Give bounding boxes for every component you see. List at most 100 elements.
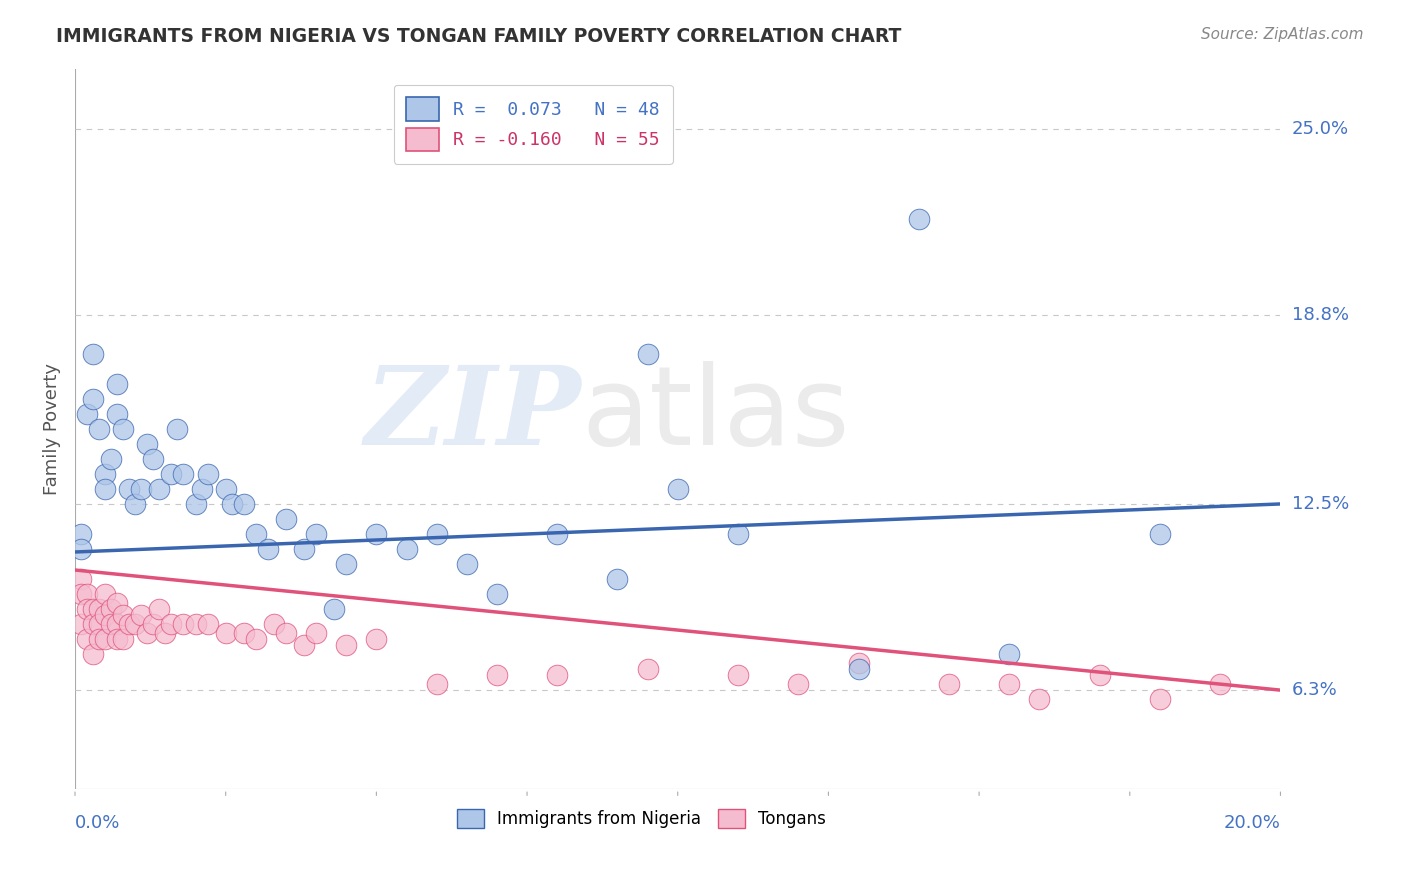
Point	[215, 482, 238, 496]
Point	[335, 638, 357, 652]
Point	[94, 632, 117, 646]
Point	[82, 347, 104, 361]
Text: 20.0%: 20.0%	[1223, 814, 1281, 832]
Point	[485, 668, 508, 682]
Point	[274, 626, 297, 640]
Point	[335, 557, 357, 571]
Point	[637, 662, 659, 676]
Point	[221, 497, 243, 511]
Point	[105, 376, 128, 391]
Point	[76, 632, 98, 646]
Text: 6.3%: 6.3%	[1292, 681, 1337, 699]
Point	[105, 632, 128, 646]
Point	[173, 467, 195, 481]
Y-axis label: Family Poverty: Family Poverty	[44, 363, 60, 495]
Point	[787, 677, 810, 691]
Point	[87, 422, 110, 436]
Text: Source: ZipAtlas.com: Source: ZipAtlas.com	[1201, 27, 1364, 42]
Point	[118, 482, 141, 496]
Point	[366, 527, 388, 541]
Point	[173, 617, 195, 632]
Text: 25.0%: 25.0%	[1292, 120, 1348, 137]
Point	[1088, 668, 1111, 682]
Point	[112, 422, 135, 436]
Point	[197, 467, 219, 481]
Point	[848, 656, 870, 670]
Text: 12.5%: 12.5%	[1292, 495, 1348, 513]
Point	[166, 422, 188, 436]
Point	[148, 482, 170, 496]
Point	[245, 527, 267, 541]
Point	[848, 662, 870, 676]
Point	[606, 572, 628, 586]
Point	[70, 587, 93, 601]
Point	[197, 617, 219, 632]
Point	[1149, 527, 1171, 541]
Point	[190, 482, 212, 496]
Point	[160, 617, 183, 632]
Text: atlas: atlas	[581, 361, 849, 468]
Point	[263, 617, 285, 632]
Point	[292, 541, 315, 556]
Point	[70, 541, 93, 556]
Point	[70, 617, 93, 632]
Point	[232, 626, 254, 640]
Point	[546, 668, 568, 682]
Point	[305, 527, 328, 541]
Point	[395, 541, 418, 556]
Point	[245, 632, 267, 646]
Point	[87, 632, 110, 646]
Point	[908, 211, 931, 226]
Point	[184, 617, 207, 632]
Point	[131, 608, 153, 623]
Point	[82, 392, 104, 406]
Point	[184, 497, 207, 511]
Legend: Immigrants from Nigeria, Tongans: Immigrants from Nigeria, Tongans	[451, 803, 832, 835]
Point	[76, 407, 98, 421]
Point	[142, 451, 165, 466]
Point	[124, 617, 146, 632]
Point	[727, 668, 749, 682]
Point	[94, 482, 117, 496]
Point	[998, 677, 1021, 691]
Point	[136, 626, 159, 640]
Point	[94, 608, 117, 623]
Point	[136, 437, 159, 451]
Point	[155, 626, 177, 640]
Point	[100, 617, 122, 632]
Point	[118, 617, 141, 632]
Point	[124, 497, 146, 511]
Point	[70, 527, 93, 541]
Point	[456, 557, 478, 571]
Point	[76, 602, 98, 616]
Point	[87, 617, 110, 632]
Point	[215, 626, 238, 640]
Point	[76, 587, 98, 601]
Text: IMMIGRANTS FROM NIGERIA VS TONGAN FAMILY POVERTY CORRELATION CHART: IMMIGRANTS FROM NIGERIA VS TONGAN FAMILY…	[56, 27, 901, 45]
Point	[485, 587, 508, 601]
Point	[100, 451, 122, 466]
Text: 18.8%: 18.8%	[1292, 306, 1348, 324]
Point	[292, 638, 315, 652]
Point	[87, 602, 110, 616]
Point	[274, 512, 297, 526]
Point	[323, 602, 346, 616]
Point	[1149, 692, 1171, 706]
Point	[131, 482, 153, 496]
Point	[82, 602, 104, 616]
Point	[94, 587, 117, 601]
Point	[142, 617, 165, 632]
Point	[148, 602, 170, 616]
Point	[426, 527, 449, 541]
Point	[105, 407, 128, 421]
Point	[257, 541, 280, 556]
Point	[160, 467, 183, 481]
Point	[305, 626, 328, 640]
Point	[546, 527, 568, 541]
Point	[366, 632, 388, 646]
Point	[94, 467, 117, 481]
Point	[1209, 677, 1232, 691]
Point	[426, 677, 449, 691]
Point	[232, 497, 254, 511]
Point	[112, 632, 135, 646]
